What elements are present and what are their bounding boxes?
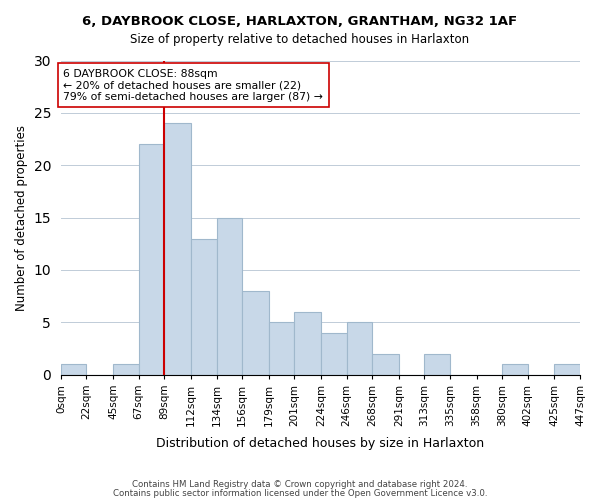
X-axis label: Distribution of detached houses by size in Harlaxton: Distribution of detached houses by size … [157, 437, 485, 450]
Bar [424, 354, 450, 374]
Bar [242, 291, 269, 374]
Text: 6, DAYBROOK CLOSE, HARLAXTON, GRANTHAM, NG32 1AF: 6, DAYBROOK CLOSE, HARLAXTON, GRANTHAM, … [82, 15, 518, 28]
Bar [164, 124, 191, 374]
Text: 6 DAYBROOK CLOSE: 88sqm
← 20% of detached houses are smaller (22)
79% of semi-de: 6 DAYBROOK CLOSE: 88sqm ← 20% of detache… [63, 69, 323, 102]
Bar [372, 354, 399, 374]
Bar [321, 333, 347, 374]
Bar [347, 322, 372, 374]
Bar [113, 364, 139, 374]
Text: Contains HM Land Registry data © Crown copyright and database right 2024.: Contains HM Land Registry data © Crown c… [132, 480, 468, 489]
Text: Contains public sector information licensed under the Open Government Licence v3: Contains public sector information licen… [113, 488, 487, 498]
Bar [191, 238, 217, 374]
Bar [139, 144, 164, 374]
Bar [61, 364, 86, 374]
Bar [554, 364, 580, 374]
Text: Size of property relative to detached houses in Harlaxton: Size of property relative to detached ho… [130, 32, 470, 46]
Bar [295, 312, 321, 374]
Bar [217, 218, 242, 374]
Y-axis label: Number of detached properties: Number of detached properties [15, 124, 28, 310]
Bar [269, 322, 295, 374]
Bar [502, 364, 528, 374]
